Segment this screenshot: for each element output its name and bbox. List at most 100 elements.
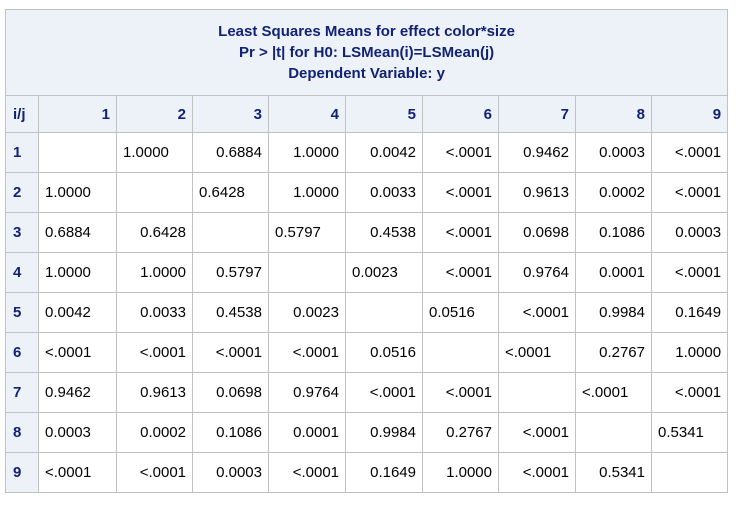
table-title: Least Squares Means for effect color*siz… <box>4 9 729 96</box>
table-cell: 0.1086 <box>192 412 269 453</box>
table-cell: <.0001 <box>498 292 576 333</box>
table-cell: 1.0000 <box>38 172 117 213</box>
table-cell: <.0001 <box>345 372 423 413</box>
title-line-2: Pr > |t| for H0: LSMean(i)=LSMean(j) <box>239 44 495 61</box>
table-cell: 0.0002 <box>116 412 193 453</box>
table-cell: 1.0000 <box>650 332 729 373</box>
table-cell: <.0001 <box>650 372 729 413</box>
table-cell: 0.0023 <box>268 292 346 333</box>
row-header: 6 <box>5 332 39 373</box>
table-cell: <.0001 <box>575 372 652 413</box>
table-cell <box>498 372 576 413</box>
table-cell: <.0001 <box>38 332 117 373</box>
table-cell <box>575 412 652 453</box>
table-cell: 0.5341 <box>575 452 652 493</box>
title-row: Least Squares Means for effect color*siz… <box>4 9 729 96</box>
table-cell: 0.9984 <box>575 292 652 333</box>
table-cell: 0.0698 <box>192 372 269 413</box>
table-cell: 0.2767 <box>422 412 499 453</box>
table-cell: <.0001 <box>116 332 193 373</box>
table-cell: 0.0003 <box>38 412 117 453</box>
table-cell <box>38 132 117 173</box>
table-cell: <.0001 <box>422 372 499 413</box>
table-cell: 0.0003 <box>192 452 269 493</box>
row-header: 2 <box>5 172 39 213</box>
table-cell: <.0001 <box>498 412 576 453</box>
row-header: 3 <box>5 212 39 253</box>
table-cell <box>192 212 269 253</box>
table-cell: 0.5797 <box>268 212 346 253</box>
column-header: 2 <box>116 95 193 133</box>
title-line-3: Dependent Variable: y <box>288 65 445 82</box>
row-header: 1 <box>5 132 39 173</box>
table-cell: 0.0023 <box>345 252 423 293</box>
table-cell: 1.0000 <box>422 452 499 493</box>
column-header: 7 <box>498 95 576 133</box>
table-cell: 1.0000 <box>38 252 117 293</box>
row-header: 4 <box>5 252 39 293</box>
table-cell: <.0001 <box>192 332 269 373</box>
column-header: 9 <box>650 95 729 133</box>
table-cell: 0.9984 <box>345 412 423 453</box>
table-cell: 0.4538 <box>345 212 423 253</box>
table-cell: <.0001 <box>422 252 499 293</box>
table-cell: <.0001 <box>650 132 729 173</box>
table-cell: 0.9764 <box>498 252 576 293</box>
table-cell: <.0001 <box>498 452 576 493</box>
column-header: 1 <box>38 95 117 133</box>
table-cell: 1.0000 <box>116 132 193 173</box>
table-row: 4 1.0000 1.0000 0.5797 0.0023 <.0001 0.9764 0.0… <box>5 252 729 293</box>
column-header: 6 <box>422 95 499 133</box>
column-header: 5 <box>345 95 423 133</box>
table-cell: 0.0001 <box>268 412 346 453</box>
table-cell: 1.0000 <box>268 132 346 173</box>
table-row: 9 <.0001 <.0001 0.0003 <.0001 0.1649 1.0000 <.0… <box>5 452 729 493</box>
table-cell: <.0001 <box>268 452 346 493</box>
table-cell <box>345 292 423 333</box>
table-row: 1 1.0000 0.6884 1.0000 0.0042 <.0001 0.9462 0.0… <box>5 132 729 173</box>
table-cell <box>422 332 499 373</box>
table-cell: 0.6884 <box>38 212 117 253</box>
table-cell: 0.1649 <box>650 292 729 333</box>
table-row: 6 <.0001 <.0001 <.0001 <.0001 0.0516 <.0001 0.2… <box>5 332 729 373</box>
table-cell: 0.0002 <box>575 172 652 213</box>
table-cell: 0.6428 <box>116 212 193 253</box>
table-cell: 0.1086 <box>575 212 652 253</box>
table-cell: <.0001 <box>38 452 117 493</box>
table-cell: 0.0003 <box>650 212 729 253</box>
table-cell <box>650 452 729 493</box>
table-cell: <.0001 <box>650 252 729 293</box>
table-cell: 0.9613 <box>498 172 576 213</box>
table-cell: 0.0001 <box>575 252 652 293</box>
table-cell: <.0001 <box>422 132 499 173</box>
table-cell: 0.1649 <box>345 452 423 493</box>
table-cell <box>116 172 193 213</box>
table-row: 5 0.0042 0.0033 0.4538 0.0023 0.0516 <.0001 0.9… <box>5 292 729 333</box>
table-cell: 0.5341 <box>650 412 729 453</box>
table-cell: 0.0033 <box>345 172 423 213</box>
table-cell: 1.0000 <box>116 252 193 293</box>
column-header: 4 <box>268 95 346 133</box>
row-header: 5 <box>5 292 39 333</box>
table-cell: <.0001 <box>422 212 499 253</box>
column-header: 8 <box>575 95 652 133</box>
table-row: 2 1.0000 0.6428 1.0000 0.0033 <.0001 0.9613 0.0… <box>5 172 729 213</box>
table-row: 7 0.9462 0.9613 0.0698 0.9764 <.0001 <.0001 <.0… <box>5 372 729 413</box>
row-header: 9 <box>5 452 39 493</box>
table-cell: <.0001 <box>498 332 576 373</box>
table-cell: 0.2767 <box>575 332 652 373</box>
table-cell: 0.9462 <box>38 372 117 413</box>
table-cell: 0.6428 <box>192 172 269 213</box>
table-cell: 0.9613 <box>116 372 193 413</box>
table-row: 3 0.6884 0.6428 0.5797 0.4538 <.0001 0.0698 0.1… <box>5 212 729 253</box>
table-cell: 0.4538 <box>192 292 269 333</box>
table-cell: 0.0042 <box>38 292 117 333</box>
table-row: 8 0.0003 0.0002 0.1086 0.0001 0.9984 0.2767 <.0… <box>5 412 729 453</box>
column-header: 3 <box>192 95 269 133</box>
table-cell: 0.5797 <box>192 252 269 293</box>
table-cell: 1.0000 <box>268 172 346 213</box>
table-cell: 0.0033 <box>116 292 193 333</box>
table-cell: 0.9462 <box>498 132 576 173</box>
table-cell: <.0001 <box>268 332 346 373</box>
